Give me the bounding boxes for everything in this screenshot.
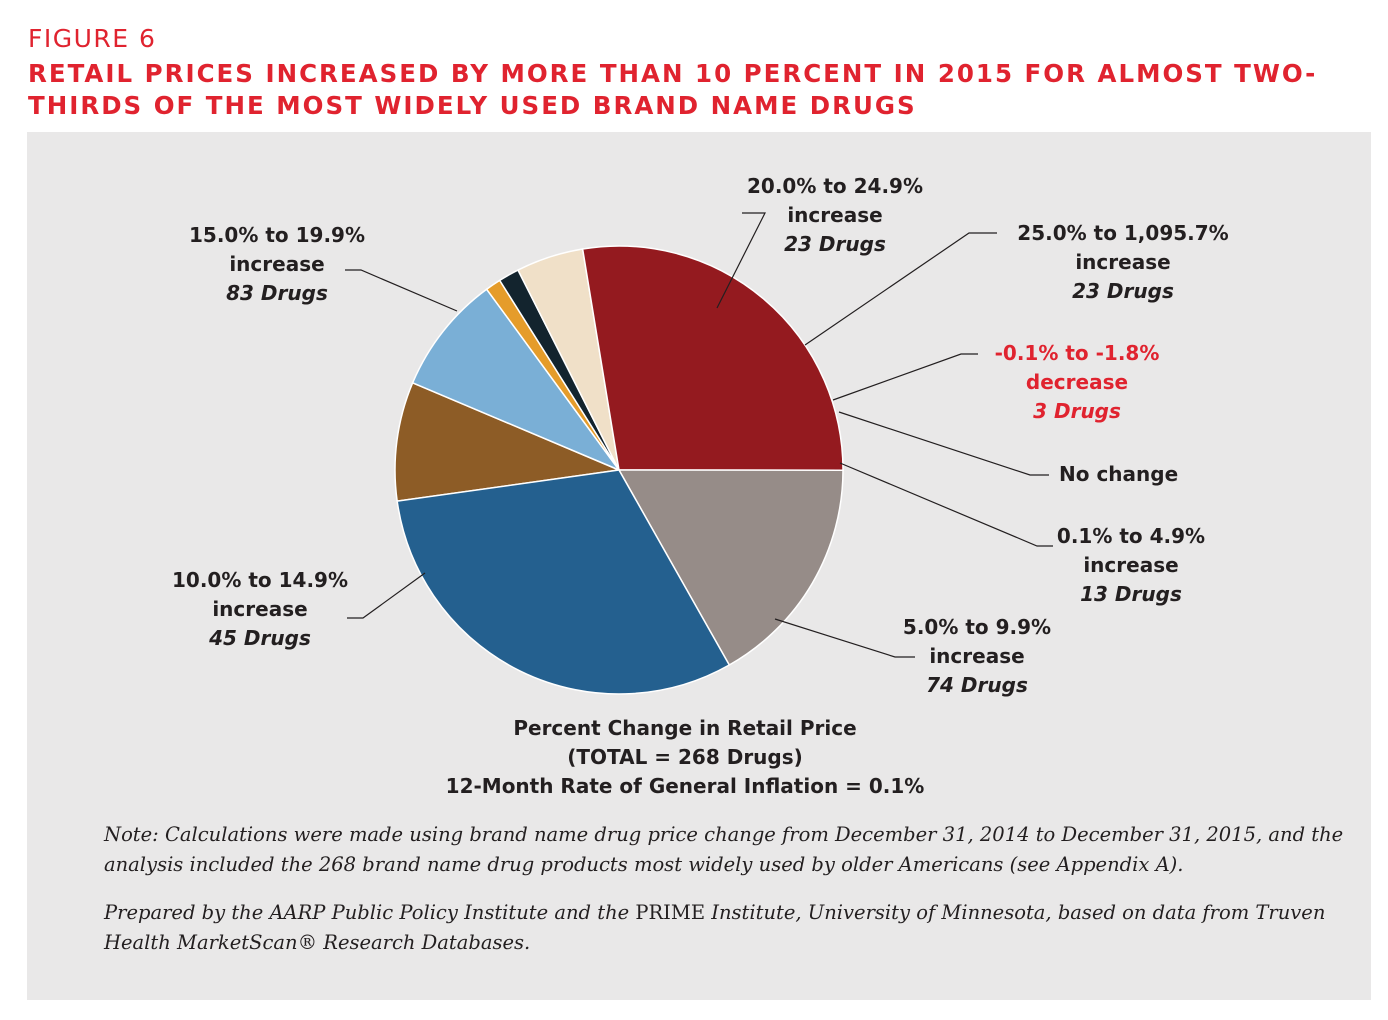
leader-line-2 [832, 353, 978, 401]
caption-line-3: 12-Month Rate of General Inflation = 0.1… [446, 774, 925, 798]
source-before: Prepared by the AARP Public Policy Insti… [104, 901, 636, 924]
slice-label-3-range: No change [1059, 462, 1178, 486]
slice-label-1-range: 25.0% to 1,095.7% [1017, 221, 1228, 245]
slice-label-6-count: 45 Drugs [208, 626, 311, 650]
source-text: Prepared by the AARP Public Policy Insti… [104, 898, 1374, 958]
slice-label-5-count: 74 Drugs [926, 673, 1028, 697]
slice-labels: 20.0% to 24.9% increase 23 Drugs 25.0% to 1… [172, 174, 1229, 697]
pie-slices [394, 245, 844, 695]
slice-label-2-count: 3 Drugs [1033, 399, 1121, 423]
slice-label-1-count: 23 Drugs [1072, 279, 1174, 303]
slice-label-7-range: 15.0% to 19.9% [189, 223, 365, 247]
note-text: Note: Calculations were made using brand… [104, 823, 1344, 876]
figure-label: FIGURE 6 [28, 24, 157, 53]
slice-label-2-change: decrease [1026, 370, 1128, 394]
leader-lines [345, 212, 1053, 658]
slice-label-0-count: 23 Drugs [784, 232, 886, 256]
slice-label-5-range: 5.0% to 9.9% [903, 615, 1051, 639]
slice-label-0-range: 20.0% to 24.9% [747, 174, 923, 198]
figure-title: RETAIL PRICES INCREASED BY MORE THAN 10 … [28, 59, 1318, 120]
pie-slice-7 [396, 469, 731, 695]
slice-label-5-change: increase [929, 644, 1024, 668]
slice-label-2-range: -0.1% to -1.8% [995, 341, 1160, 365]
pie-chart: 20.0% to 24.9% increase 23 Drugs 25.0% to 1… [172, 174, 1229, 798]
slice-label-1-change: increase [1075, 250, 1170, 274]
leader-line-4 [839, 462, 1053, 547]
slice-label-6-range: 10.0% to 14.9% [172, 568, 348, 592]
slice-label-7-count: 83 Drugs [226, 281, 328, 305]
slice-label-4-change: increase [1083, 553, 1178, 577]
slice-label-4-count: 13 Drugs [1080, 582, 1182, 606]
slice-label-4-range: 0.1% to 4.9% [1057, 524, 1205, 548]
slice-label-7-change: increase [229, 252, 324, 276]
slice-label-0-change: increase [787, 203, 882, 227]
leader-line-6 [347, 572, 426, 619]
pie-slice-0 [394, 381, 622, 503]
leader-line-7 [345, 269, 458, 312]
leader-line-5 [774, 618, 915, 658]
source-prime: PRIME [635, 901, 706, 924]
caption-line-1: Percent Change in Retail Price [513, 716, 856, 740]
caption-line-2: (TOTAL = 268 Drugs) [567, 745, 803, 769]
chart-panel: 20.0% to 24.9% increase 23 Drugs 25.0% to 1… [27, 132, 1371, 1000]
leader-line-3 [838, 411, 1049, 476]
source-after: Institute, University of Minnesota, base… [104, 901, 1326, 954]
pie-slice-6 [617, 469, 844, 666]
pie-slice-5 [581, 245, 844, 471]
leader-line-1 [804, 232, 997, 346]
pie-slice-1 [411, 288, 622, 472]
leader-line-0 [716, 212, 766, 309]
slice-label-6-change: increase [212, 597, 307, 621]
